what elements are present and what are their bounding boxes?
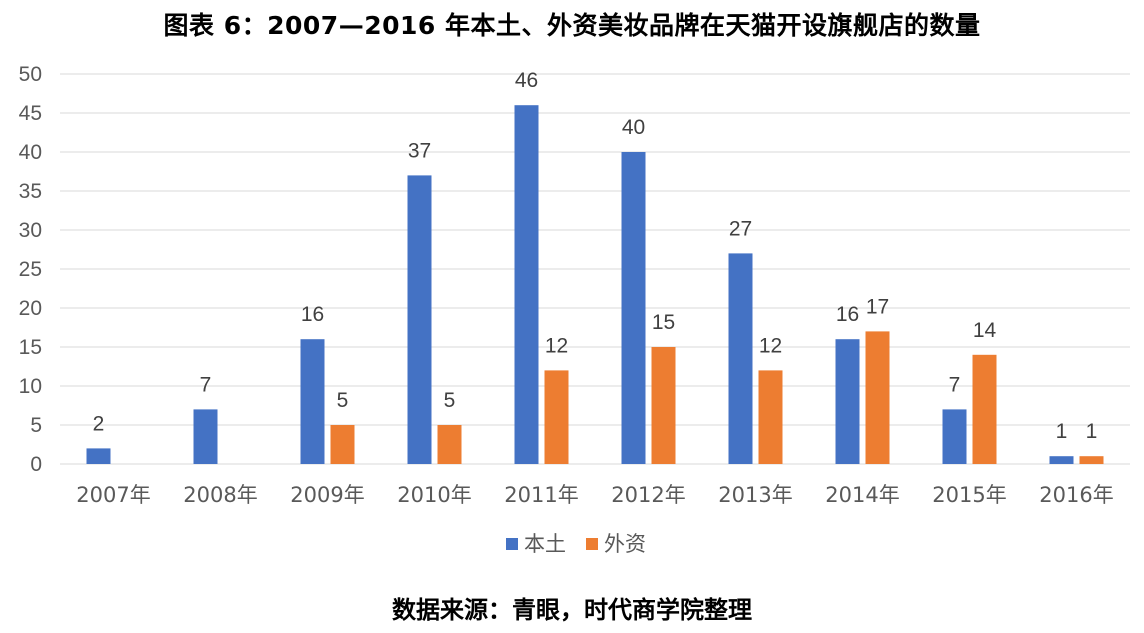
y-tick-label: 35 xyxy=(19,180,42,203)
y-tick-label: 30 xyxy=(19,219,42,242)
chart-title: 图表 6：2007—2016 年本土、外资美妆品牌在天猫开设旗舰店的数量 xyxy=(163,11,981,40)
y-tick-label: 25 xyxy=(19,258,42,281)
bar-foreign xyxy=(758,370,783,464)
y-axis-tick-labels: 0 5 10 15 20 25 30 35 40 45 50 xyxy=(19,63,42,476)
legend-swatch xyxy=(586,538,598,550)
bars xyxy=(86,105,1104,464)
x-category-label: 2016年 xyxy=(1039,483,1113,507)
y-tick-label: 0 xyxy=(30,453,42,476)
bar-foreign xyxy=(972,354,997,464)
y-tick-label: 10 xyxy=(19,375,42,398)
bar-domestic xyxy=(621,152,646,464)
y-tick-label: 20 xyxy=(19,297,42,320)
data-source-note: 数据来源：青眼，时代商学院整理 xyxy=(392,596,752,624)
data-label: 5 xyxy=(337,389,349,412)
y-tick-label: 15 xyxy=(19,336,42,359)
x-axis-category-labels: 2007年 2008年 2009年 2010年 2011年 2012年 2013年 2014年… xyxy=(76,483,1113,507)
x-category-label: 2008年 xyxy=(183,483,257,507)
bar-domestic xyxy=(728,253,753,464)
legend: 本土 外资 xyxy=(506,532,646,556)
bar-domestic xyxy=(835,339,860,464)
bar-domestic xyxy=(942,409,967,464)
y-tick-label: 40 xyxy=(19,141,42,164)
data-label: 16 xyxy=(301,303,324,326)
bar-domestic xyxy=(300,339,325,464)
bar-domestic xyxy=(193,409,218,464)
x-category-label: 2009年 xyxy=(290,483,364,507)
legend-label: 本土 xyxy=(524,532,566,556)
y-tick-label: 5 xyxy=(30,414,42,437)
legend-swatch xyxy=(506,538,518,550)
bar-foreign xyxy=(437,425,462,464)
x-category-label: 2014年 xyxy=(825,483,899,507)
data-label: 46 xyxy=(515,69,538,92)
data-label: 27 xyxy=(729,217,752,240)
y-tick-label: 50 xyxy=(19,63,42,86)
bar-domestic xyxy=(86,448,111,464)
data-label: 16 xyxy=(836,303,859,326)
bar-foreign xyxy=(544,370,569,464)
data-label: 5 xyxy=(444,389,456,412)
bar-domestic xyxy=(407,175,432,464)
data-label: 7 xyxy=(200,373,212,396)
data-label: 14 xyxy=(973,319,997,342)
gridlines xyxy=(60,73,1130,465)
x-category-label: 2010年 xyxy=(397,483,471,507)
bar-foreign xyxy=(1079,456,1104,464)
x-category-label: 2015年 xyxy=(932,483,1006,507)
bar-foreign xyxy=(651,347,676,464)
data-label: 2 xyxy=(93,412,105,435)
x-category-label: 2011年 xyxy=(504,483,578,507)
data-label: 12 xyxy=(759,334,782,357)
legend-label: 外资 xyxy=(604,532,646,556)
x-category-label: 2007年 xyxy=(76,483,150,507)
x-category-label: 2013年 xyxy=(718,483,792,507)
data-label: 1 xyxy=(1086,420,1098,443)
bar-foreign xyxy=(330,425,355,464)
data-label: 1 xyxy=(1056,420,1068,443)
data-label: 40 xyxy=(622,116,645,139)
bar-foreign xyxy=(865,331,890,464)
data-label: 15 xyxy=(652,311,675,334)
bar-domestic xyxy=(514,105,539,464)
data-label: 12 xyxy=(545,334,568,357)
bar-domestic xyxy=(1049,456,1074,464)
x-category-label: 2012年 xyxy=(611,483,685,507)
y-tick-label: 45 xyxy=(19,102,42,125)
data-label: 37 xyxy=(408,139,431,162)
data-label: 7 xyxy=(949,373,961,396)
data-label: 17 xyxy=(866,295,889,318)
